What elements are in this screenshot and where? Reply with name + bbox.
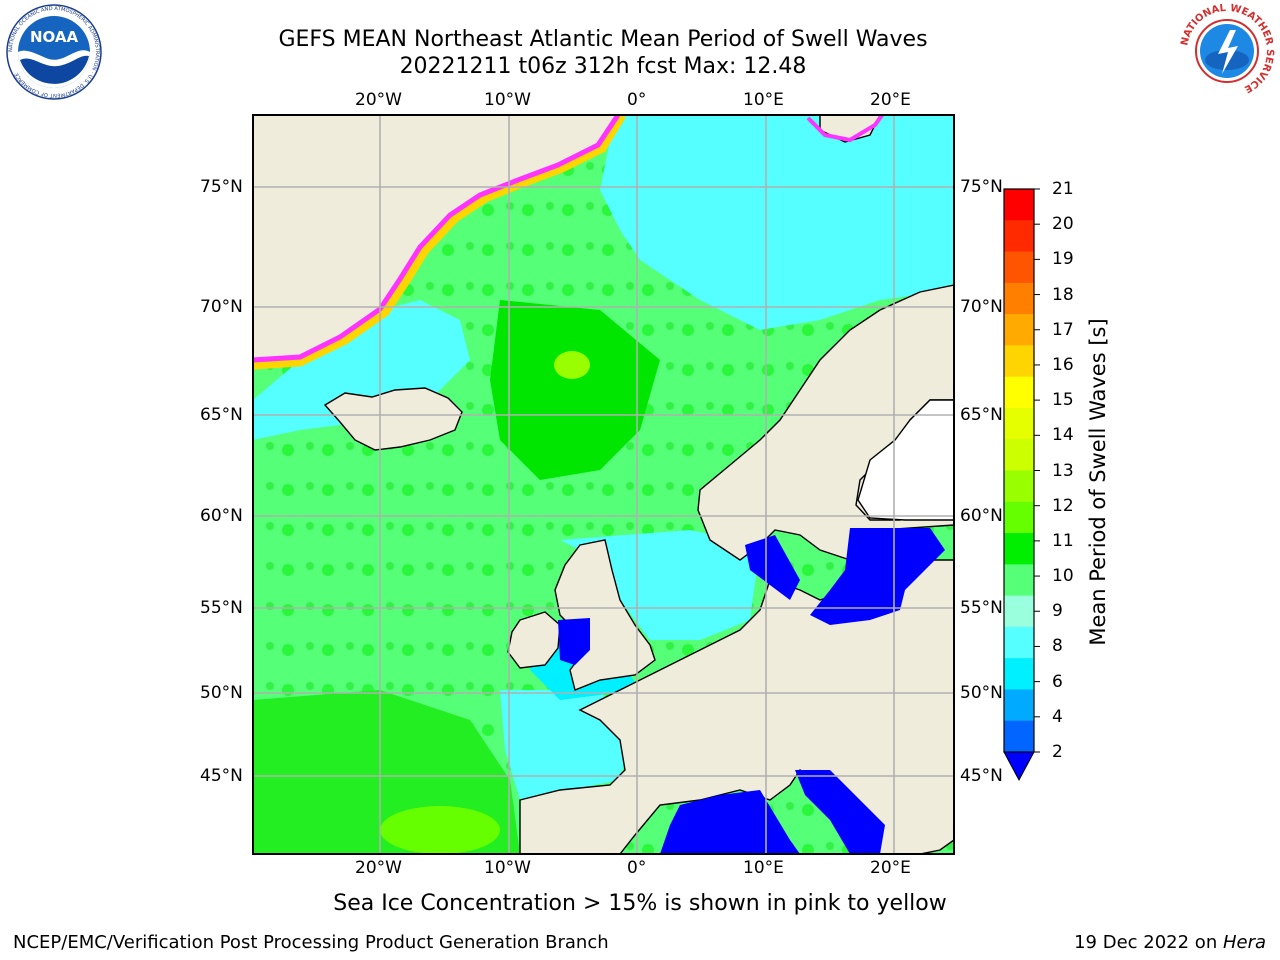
lon-label-top: 0° <box>627 90 647 110</box>
colorbar-swatch <box>1004 501 1034 534</box>
lat-label-right: 75°N <box>960 177 1003 197</box>
sea-irish <box>558 618 590 665</box>
sea-ice-edge-outer <box>253 115 626 370</box>
colorbar-tick-label: 19 <box>1052 249 1074 270</box>
colorbar-tick-label: 8 <box>1052 636 1063 657</box>
footer-left: NCEP/EMC/Verification Post Processing Pr… <box>13 932 609 953</box>
colorbar-swatch <box>1004 595 1034 628</box>
colorbar-tick-label: 12 <box>1052 495 1074 516</box>
ocean-high-period-spot <box>554 351 590 379</box>
colorbar-tick-label: 2 <box>1052 742 1063 762</box>
colorbar-swatch <box>1004 439 1034 471</box>
map-frame <box>252 114 955 855</box>
nws-logo: NATIONAL WEATHER SERVICE <box>1178 2 1276 100</box>
land-white-finland <box>857 399 954 521</box>
colorbar-swatch <box>1004 251 1034 284</box>
lat-label-left: 65°N <box>200 405 243 425</box>
land-britain <box>554 539 656 691</box>
noaa-logo-text: NOAA <box>30 28 79 46</box>
sea-ice-edge-inner <box>253 115 621 363</box>
lat-label-right: 60°N <box>960 506 1003 526</box>
colorbar-tick-label: 10 <box>1052 566 1074 587</box>
chart-subtitle: 20221211 t06z 312h fcst Max: 12.48 <box>399 54 807 79</box>
lon-label-top: 20°W <box>355 90 402 110</box>
colorbar-tick-label: 17 <box>1052 319 1074 340</box>
colorbar-swatch <box>1004 282 1034 315</box>
colorbar-tick-label: 20 <box>1052 214 1074 235</box>
colorbar-tick-label: 6 <box>1052 671 1063 692</box>
colorbar-tick-label: 11 <box>1052 530 1074 551</box>
lon-label-top: 10°E <box>743 90 784 110</box>
graticule <box>253 115 954 854</box>
colorbar-swatch <box>1004 189 1034 221</box>
lat-label-left: 75°N <box>200 177 243 197</box>
ocean-cyan-north <box>600 115 954 330</box>
colorbar-tick-label: 21 <box>1052 179 1074 199</box>
sea-mediterranean <box>660 790 800 854</box>
colorbar-swatch <box>1004 376 1034 409</box>
colorbar-swatch <box>1004 564 1034 597</box>
sea-skagerrak <box>745 535 800 600</box>
lat-label-left: 60°N <box>200 506 243 526</box>
lat-label-left: 70°N <box>200 297 243 317</box>
noaa-logo: NOAA NATIONAL OCEANIC AND ATMOSPHERIC AD… <box>6 4 102 100</box>
colorbar <box>1003 188 1040 782</box>
lat-label-left: 50°N <box>200 683 243 703</box>
colorbar-extension-arrow <box>1003 751 1035 782</box>
sea-adriatic <box>795 770 885 854</box>
land-ireland <box>507 611 561 669</box>
colorbar-swatch <box>1004 626 1034 659</box>
colorbar-tick-label: 9 <box>1052 601 1063 622</box>
ocean-cyan-northsea <box>560 530 760 640</box>
lat-label-right: 45°N <box>960 766 1003 786</box>
lon-label-top: 10°W <box>484 90 531 110</box>
footer-date: 19 Dec 2022 on <box>1074 932 1223 953</box>
sea-baltic <box>810 528 945 625</box>
colorbar-tick-label: 13 <box>1052 460 1074 481</box>
ocean-lime-spot <box>380 806 500 854</box>
colorbar-swatch <box>1004 314 1034 346</box>
colorbar-tick-label: 4 <box>1052 706 1063 727</box>
lat-label-right: 65°N <box>960 405 1003 425</box>
colorbar-tick-label: 15 <box>1052 390 1074 411</box>
land-iceland <box>323 387 463 451</box>
colorbar-tick-label: 18 <box>1052 284 1074 305</box>
lat-label-right: 50°N <box>960 683 1003 703</box>
colorbar-swatch <box>1004 407 1034 440</box>
lat-label-left: 45°N <box>200 766 243 786</box>
colorbar-swatch <box>1004 470 1034 503</box>
colorbar-swatch <box>1004 220 1034 253</box>
ocean-green-center <box>490 300 660 480</box>
colorbar-swatch <box>1004 689 1034 722</box>
sea-ice-caption: Sea Ice Concentration > 15% is shown in … <box>333 891 947 916</box>
lon-label-bottom: 20°E <box>870 858 911 878</box>
footer-right: 19 Dec 2022 on Hera <box>1074 932 1266 954</box>
lon-label-bottom: 10°E <box>743 858 784 878</box>
chart-title: GEFS MEAN Northeast Atlantic Mean Period… <box>278 27 928 52</box>
colorbar-swatch <box>1004 720 1034 753</box>
colorbar-tick-label: 14 <box>1052 425 1074 446</box>
lon-label-bottom: 20°W <box>355 858 402 878</box>
colorbar-swatch <box>1004 658 1034 690</box>
colorbar-swatch <box>1004 345 1034 378</box>
colorbar-label: Mean Period of Swell Waves [s] <box>1086 318 1110 646</box>
lat-label-right: 70°N <box>960 297 1003 317</box>
colorbar-swatch <box>1004 533 1034 565</box>
lat-label-left: 55°N <box>200 598 243 618</box>
lat-label-right: 55°N <box>960 598 1003 618</box>
colorbar-tick-label: 16 <box>1052 354 1074 375</box>
sea-ice-svalbard <box>806 115 884 143</box>
lon-label-top: 20°E <box>870 90 911 110</box>
lon-label-bottom: 0° <box>627 858 647 878</box>
lon-label-bottom: 10°W <box>484 858 531 878</box>
footer-host: Hera <box>1222 932 1266 953</box>
